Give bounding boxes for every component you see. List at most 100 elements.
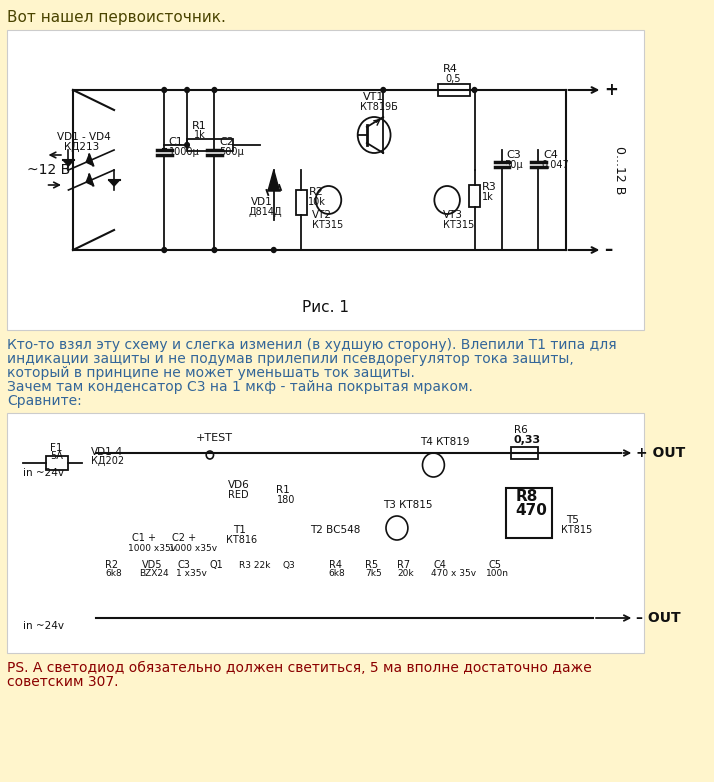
Bar <box>296 190 306 215</box>
Text: VD5: VD5 <box>141 560 162 570</box>
Polygon shape <box>268 170 279 190</box>
Text: Рис. 1: Рис. 1 <box>302 300 349 315</box>
Text: Q3: Q3 <box>283 561 296 570</box>
Text: C2: C2 <box>219 137 234 147</box>
Text: 100n: 100n <box>486 569 509 578</box>
Bar <box>7 413 644 653</box>
Text: C1: C1 <box>169 137 183 147</box>
Bar <box>469 185 480 207</box>
Text: C2 +: C2 + <box>171 533 196 543</box>
Text: C3: C3 <box>178 560 191 570</box>
Text: R4: R4 <box>328 560 341 570</box>
Text: 50µ: 50µ <box>505 160 523 170</box>
Circle shape <box>358 117 391 153</box>
Text: +TEST: +TEST <box>196 433 233 443</box>
Text: in ~24v: in ~24v <box>23 621 64 631</box>
Text: 0,33: 0,33 <box>514 435 541 445</box>
Text: T3 КТ815: T3 КТ815 <box>383 500 433 510</box>
Text: T4 КТ819: T4 КТ819 <box>420 437 469 447</box>
Text: C1 +: C1 + <box>132 533 156 543</box>
Text: 470: 470 <box>516 503 548 518</box>
Circle shape <box>271 247 276 253</box>
Text: R3: R3 <box>482 182 496 192</box>
Text: R1: R1 <box>276 485 290 495</box>
Circle shape <box>212 88 217 92</box>
Text: Зачем там конденсатор С3 на 1 мкф - тайна покрытая мраком.: Зачем там конденсатор С3 на 1 мкф - тайн… <box>7 380 473 394</box>
Bar <box>438 84 470 96</box>
Text: Д814Д: Д814Д <box>248 207 282 217</box>
Text: RED: RED <box>228 490 248 500</box>
Text: VT1: VT1 <box>363 92 385 102</box>
Bar <box>7 30 644 330</box>
Text: КД213: КД213 <box>64 142 99 152</box>
Circle shape <box>162 247 166 253</box>
Circle shape <box>423 453 444 477</box>
Bar <box>506 488 552 538</box>
Text: 1000µ: 1000µ <box>169 147 199 157</box>
Text: 20k: 20k <box>397 569 413 578</box>
Text: BZX24: BZX24 <box>139 569 169 578</box>
Text: советским 307.: советским 307. <box>7 675 119 689</box>
Text: КТ315: КТ315 <box>312 220 343 230</box>
Bar <box>46 456 69 470</box>
Circle shape <box>206 451 213 459</box>
Polygon shape <box>109 180 119 186</box>
Text: T2 BC548: T2 BC548 <box>311 525 361 535</box>
Bar <box>187 139 233 151</box>
Text: C4: C4 <box>433 560 446 570</box>
Text: VD6: VD6 <box>228 480 250 490</box>
Text: R7: R7 <box>397 560 410 570</box>
Circle shape <box>434 186 460 214</box>
Text: КТ816: КТ816 <box>226 535 258 545</box>
Text: +: + <box>604 81 618 99</box>
Polygon shape <box>86 174 94 185</box>
Text: T5: T5 <box>565 515 578 525</box>
Circle shape <box>185 142 189 148</box>
Text: Сравните:: Сравните: <box>7 394 82 408</box>
Text: 10k: 10k <box>308 197 326 207</box>
Text: 180: 180 <box>276 495 295 505</box>
Text: –: – <box>604 241 613 259</box>
Polygon shape <box>86 154 94 166</box>
Circle shape <box>472 88 477 92</box>
Text: R1: R1 <box>191 121 206 131</box>
Text: Q1: Q1 <box>210 560 223 570</box>
Text: 0...12 В: 0...12 В <box>613 145 626 194</box>
Text: VD1-4: VD1-4 <box>91 447 124 457</box>
Circle shape <box>212 247 217 253</box>
Text: C3: C3 <box>506 150 521 160</box>
Text: – OUT: – OUT <box>636 611 680 625</box>
Text: in ~24v: in ~24v <box>23 468 64 478</box>
Text: 1000 x35v: 1000 x35v <box>128 544 176 553</box>
Text: который в принципе не может уменьшать ток защиты.: который в принципе не может уменьшать то… <box>7 366 415 380</box>
Text: 1000 x35v: 1000 x35v <box>169 544 217 553</box>
Text: Вот нашел первоисточник.: Вот нашел первоисточник. <box>7 10 226 25</box>
Text: КТ815: КТ815 <box>561 525 593 535</box>
Text: VD1 - VD4: VD1 - VD4 <box>56 132 111 142</box>
Text: индикации защиты и не подумав прилепили псевдорегулятор тока защиты,: индикации защиты и не подумав прилепили … <box>7 352 574 366</box>
Text: VD1: VD1 <box>251 197 273 207</box>
Circle shape <box>162 88 166 92</box>
Text: 7k5: 7k5 <box>365 569 382 578</box>
Text: T1: T1 <box>233 525 246 535</box>
Text: Кто-то взял эту схему и слегка изменил (в худшую сторону). Влепили Т1 типа для: Кто-то взял эту схему и слегка изменил (… <box>7 338 617 352</box>
Text: R2: R2 <box>308 187 323 197</box>
Text: 0,5: 0,5 <box>446 74 461 84</box>
Circle shape <box>381 88 386 92</box>
Text: + OUT: + OUT <box>636 446 685 460</box>
Text: R3 22k: R3 22k <box>239 561 271 570</box>
Text: R5: R5 <box>365 560 378 570</box>
Text: R6: R6 <box>514 425 528 435</box>
Polygon shape <box>63 160 74 166</box>
Text: ~12 В: ~12 В <box>27 163 71 177</box>
Text: R8: R8 <box>516 489 538 504</box>
Text: R2: R2 <box>105 560 118 570</box>
Text: 1 x35v: 1 x35v <box>176 569 207 578</box>
Text: КТ315: КТ315 <box>443 220 474 230</box>
Text: VT2: VT2 <box>312 210 332 220</box>
Text: 6k8: 6k8 <box>105 569 121 578</box>
Circle shape <box>386 516 408 540</box>
Circle shape <box>316 186 341 214</box>
Text: 500µ: 500µ <box>219 147 243 157</box>
Text: PS. А светодиод обязательно должен светиться, 5 ма вполне достаточно даже: PS. А светодиод обязательно должен свети… <box>7 661 592 675</box>
